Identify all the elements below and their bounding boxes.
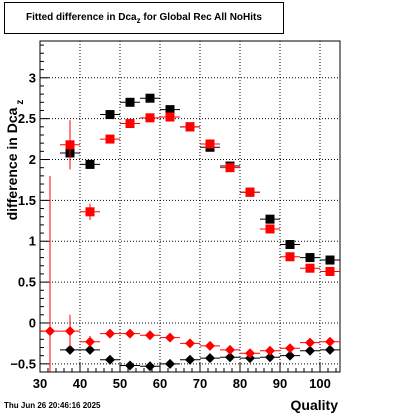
y-tick-label: −0.5 — [10, 356, 36, 371]
x-tick-label: 100 — [309, 376, 331, 391]
x-tick-label: 80 — [233, 376, 247, 391]
y-tick-label: 1 — [29, 234, 36, 249]
series-4 — [40, 175, 340, 372]
data-point — [85, 159, 95, 169]
data-point — [105, 354, 115, 365]
title-box: Fitted difference in Dcaz for Global Rec… — [4, 2, 284, 34]
chart-title: Fitted difference in Dcaz for Global Rec… — [26, 11, 262, 25]
data-point — [145, 361, 155, 372]
data-point — [105, 134, 115, 144]
x-tick-label: 90 — [273, 376, 287, 391]
data-point — [225, 344, 235, 355]
data-point — [205, 340, 215, 351]
y-axis-label: difference in Dcaz — [4, 100, 26, 221]
x-tick-label: 50 — [113, 376, 127, 391]
data-point — [305, 253, 315, 263]
data-point — [185, 354, 195, 365]
data-point — [265, 345, 275, 356]
data-point — [165, 358, 175, 369]
y-tick-label: 1.5 — [18, 193, 36, 208]
timestamp: Thu Jun 26 20:46:16 2025 — [4, 401, 101, 410]
grid — [39, 41, 340, 372]
data-point — [105, 110, 115, 120]
data-point — [105, 328, 115, 339]
series-3 — [60, 344, 340, 372]
data-point — [325, 266, 335, 276]
data-point — [165, 105, 175, 115]
data-point — [285, 240, 295, 250]
data-point — [285, 350, 295, 361]
tick-labels: 30 40 50 60 70 80 90 100 −0.5 0 0.5 1 1.5 2 2.5 3 — [10, 70, 331, 391]
data-point — [65, 326, 75, 337]
data-point — [125, 360, 135, 371]
data-point — [265, 352, 275, 363]
data-point — [185, 122, 195, 132]
data-point — [85, 207, 95, 217]
data-point — [325, 255, 335, 265]
y-tick-label: 0.5 — [18, 275, 36, 290]
data-point — [45, 326, 55, 337]
data-point — [325, 336, 335, 347]
data-point — [145, 330, 155, 341]
data-point — [245, 348, 255, 359]
data-point — [65, 140, 75, 150]
data-point — [305, 337, 315, 348]
data-point — [125, 119, 135, 129]
series-2 — [60, 112, 340, 276]
y-tick-label: 3 — [29, 70, 36, 85]
data-point — [125, 97, 135, 107]
axis-ticks — [39, 44, 337, 373]
x-axis-label: Quality — [291, 397, 339, 413]
data-point — [245, 187, 255, 197]
x-tick-label: 60 — [153, 376, 167, 391]
data-point — [165, 332, 175, 343]
x-tick-label: 30 — [33, 376, 47, 391]
y-tick-label: 2 — [29, 152, 36, 167]
data-point — [225, 163, 235, 173]
data-points — [40, 93, 340, 372]
data-point — [325, 344, 335, 355]
data-point — [305, 345, 315, 356]
data-point — [65, 344, 75, 355]
plot-frame — [39, 40, 341, 373]
data-point — [165, 112, 175, 122]
data-point — [225, 352, 235, 363]
data-point — [285, 252, 295, 262]
y-tick-label: 0 — [29, 315, 36, 330]
data-point — [85, 336, 95, 347]
data-point — [85, 344, 95, 355]
data-point — [145, 93, 155, 103]
data-point — [145, 113, 155, 123]
data-point — [205, 139, 215, 149]
data-point — [265, 224, 275, 234]
y-tick-label: 2.5 — [18, 111, 36, 126]
data-point — [285, 343, 295, 354]
data-point — [305, 263, 315, 273]
x-tick-label: 40 — [73, 376, 87, 391]
data-point — [265, 214, 275, 224]
x-tick-label: 70 — [193, 376, 207, 391]
data-point — [125, 328, 135, 339]
data-point — [185, 338, 195, 349]
data-point — [205, 353, 215, 364]
